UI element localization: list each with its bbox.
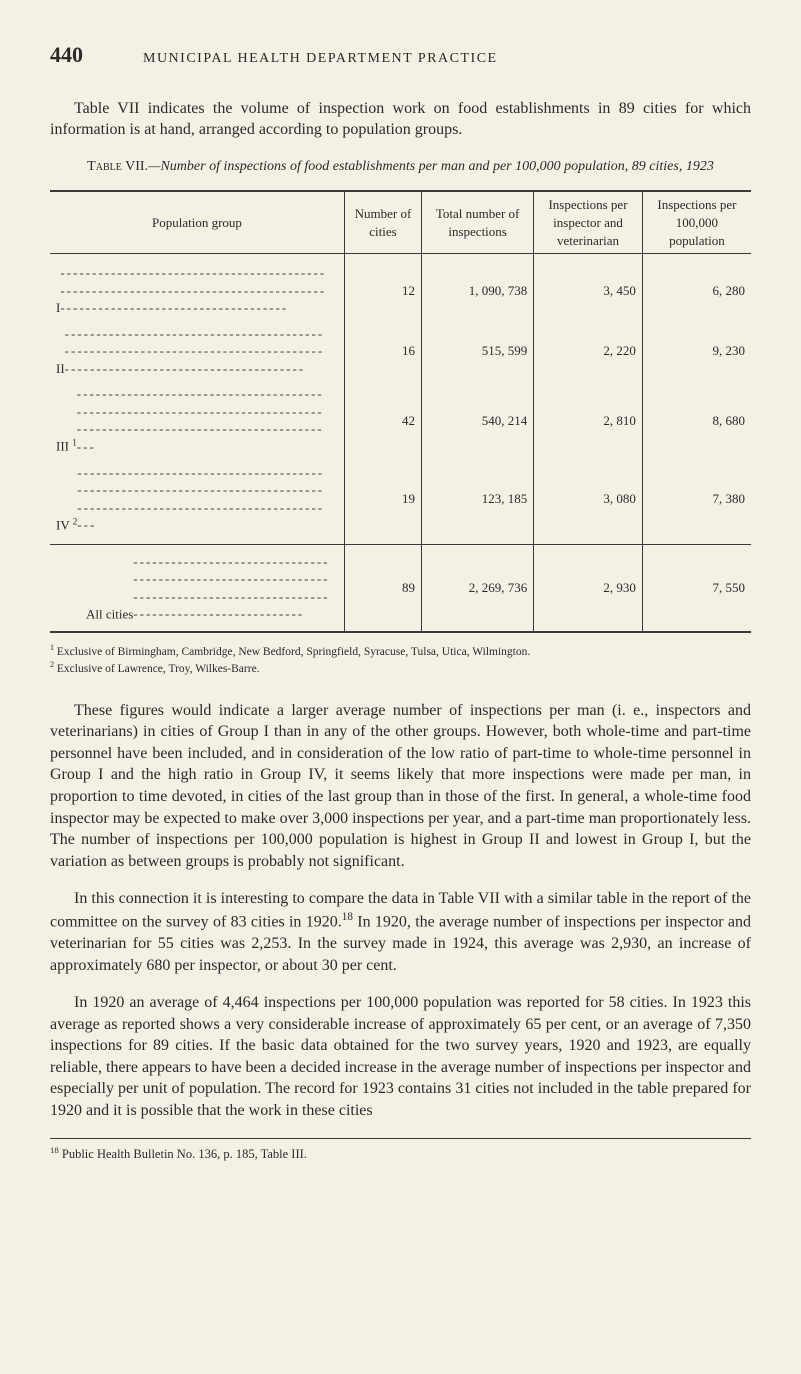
col-header-group: Population group bbox=[50, 191, 344, 253]
cell: 123, 185 bbox=[422, 460, 534, 545]
footer-label: All cities bbox=[50, 544, 344, 632]
page-number: 440 bbox=[50, 40, 83, 70]
cell: 2, 930 bbox=[534, 544, 643, 632]
cell: 42 bbox=[344, 381, 421, 459]
table-row: II 16 515, 599 2, 220 9, 230 bbox=[50, 321, 751, 382]
body-paragraph-3: In 1920 an average of 4,464 inspections … bbox=[50, 992, 751, 1122]
table-footnote-2: 2 Exclusive of Lawrence, Troy, Wilkes-Ba… bbox=[50, 660, 751, 677]
table-row: III 1 42 540, 214 2, 810 8, 680 bbox=[50, 381, 751, 459]
col-header-per-inspector: Inspections per inspector and veterinari… bbox=[534, 191, 643, 253]
cell: 540, 214 bbox=[422, 381, 534, 459]
body-paragraph-2: In this connection it is interesting to … bbox=[50, 888, 751, 976]
table-footer-row: All cities 89 2, 269, 736 2, 930 7, 550 bbox=[50, 544, 751, 632]
running-head: MUNICIPAL HEALTH DEPARTMENT PRACTICE bbox=[143, 50, 498, 69]
cell: 7, 380 bbox=[642, 460, 751, 545]
cell: 3, 080 bbox=[534, 460, 643, 545]
table-caption-lead: Table VII. bbox=[87, 159, 148, 174]
page-footnote: 18 Public Health Bulletin No. 136, p. 18… bbox=[50, 1138, 751, 1163]
table-row: IV 2 19 123, 185 3, 080 7, 380 bbox=[50, 460, 751, 545]
row-label: I bbox=[50, 254, 344, 321]
cell: 8, 680 bbox=[642, 381, 751, 459]
cell: 1, 090, 738 bbox=[422, 254, 534, 321]
table-footnote-1: 1 Exclusive of Birmingham, Cambridge, Ne… bbox=[50, 643, 751, 660]
footnote-ref: 18 bbox=[50, 1145, 59, 1155]
inspections-table: Population group Number of cities Total … bbox=[50, 190, 751, 632]
p2-footnote-ref: 18 bbox=[342, 911, 353, 923]
cell: 515, 599 bbox=[422, 321, 534, 382]
table-header-row: Population group Number of cities Total … bbox=[50, 191, 751, 253]
cell: 19 bbox=[344, 460, 421, 545]
table-body: I 12 1, 090, 738 3, 450 6, 280 II 16 515… bbox=[50, 254, 751, 545]
col-header-per-pop: Inspections per 100,000 population bbox=[642, 191, 751, 253]
cell: 9, 230 bbox=[642, 321, 751, 382]
cell: 7, 550 bbox=[642, 544, 751, 632]
footnote-text: Public Health Bulletin No. 136, p. 185, … bbox=[59, 1147, 307, 1161]
cell: 2, 220 bbox=[534, 321, 643, 382]
cell: 16 bbox=[344, 321, 421, 382]
row-label: II bbox=[50, 321, 344, 382]
table-caption-title: —Number of inspections of food establish… bbox=[148, 159, 714, 174]
cell: 2, 810 bbox=[534, 381, 643, 459]
intro-paragraph: Table VII indicates the volume of inspec… bbox=[50, 98, 751, 141]
body-paragraph-1: These figures would indicate a larger av… bbox=[50, 700, 751, 873]
cell: 12 bbox=[344, 254, 421, 321]
table-row: I 12 1, 090, 738 3, 450 6, 280 bbox=[50, 254, 751, 321]
cell: 89 bbox=[344, 544, 421, 632]
table-footnotes: 1 Exclusive of Birmingham, Cambridge, Ne… bbox=[50, 643, 751, 678]
page-header: 440 MUNICIPAL HEALTH DEPARTMENT PRACTICE bbox=[50, 40, 751, 70]
row-label: IV 2 bbox=[50, 460, 344, 545]
table-caption: Table VII.—Number of inspections of food… bbox=[50, 157, 751, 177]
col-header-cities: Number of cities bbox=[344, 191, 421, 253]
col-header-total: Total number of inspections bbox=[422, 191, 534, 253]
row-label: III 1 bbox=[50, 381, 344, 459]
cell: 2, 269, 736 bbox=[422, 544, 534, 632]
cell: 6, 280 bbox=[642, 254, 751, 321]
cell: 3, 450 bbox=[534, 254, 643, 321]
